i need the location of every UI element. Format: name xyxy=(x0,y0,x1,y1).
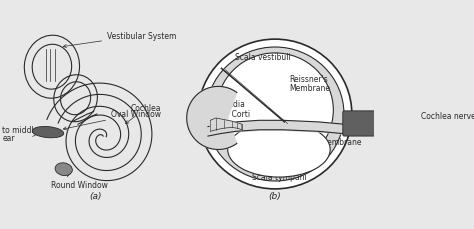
Text: Round Window: Round Window xyxy=(51,174,108,189)
Text: Reissner's: Reissner's xyxy=(289,75,328,84)
Ellipse shape xyxy=(217,54,333,167)
Text: Scala vestibuli: Scala vestibuli xyxy=(235,53,291,62)
Text: to middle: to middle xyxy=(2,125,39,135)
Ellipse shape xyxy=(206,48,344,181)
Polygon shape xyxy=(187,87,237,150)
Ellipse shape xyxy=(55,163,73,176)
Text: Scala media: Scala media xyxy=(198,100,245,109)
Text: Basilar membrane: Basilar membrane xyxy=(291,128,361,146)
Ellipse shape xyxy=(32,127,64,138)
Ellipse shape xyxy=(198,40,352,189)
Text: (a): (a) xyxy=(89,191,101,200)
Text: Cochlea: Cochlea xyxy=(126,104,161,124)
FancyBboxPatch shape xyxy=(343,111,417,136)
Text: Scala tympani: Scala tympani xyxy=(252,172,306,181)
Text: Membrane: Membrane xyxy=(289,84,330,93)
Polygon shape xyxy=(210,118,242,132)
Text: ear: ear xyxy=(2,134,15,142)
Text: Cochlea nerve: Cochlea nerve xyxy=(421,112,474,120)
Text: Organ of Corti: Organ of Corti xyxy=(196,109,250,118)
Text: Vestibular System: Vestibular System xyxy=(64,31,176,48)
Text: Oval Window: Oval Window xyxy=(64,110,161,130)
Ellipse shape xyxy=(228,122,330,177)
Text: (b): (b) xyxy=(269,191,282,200)
